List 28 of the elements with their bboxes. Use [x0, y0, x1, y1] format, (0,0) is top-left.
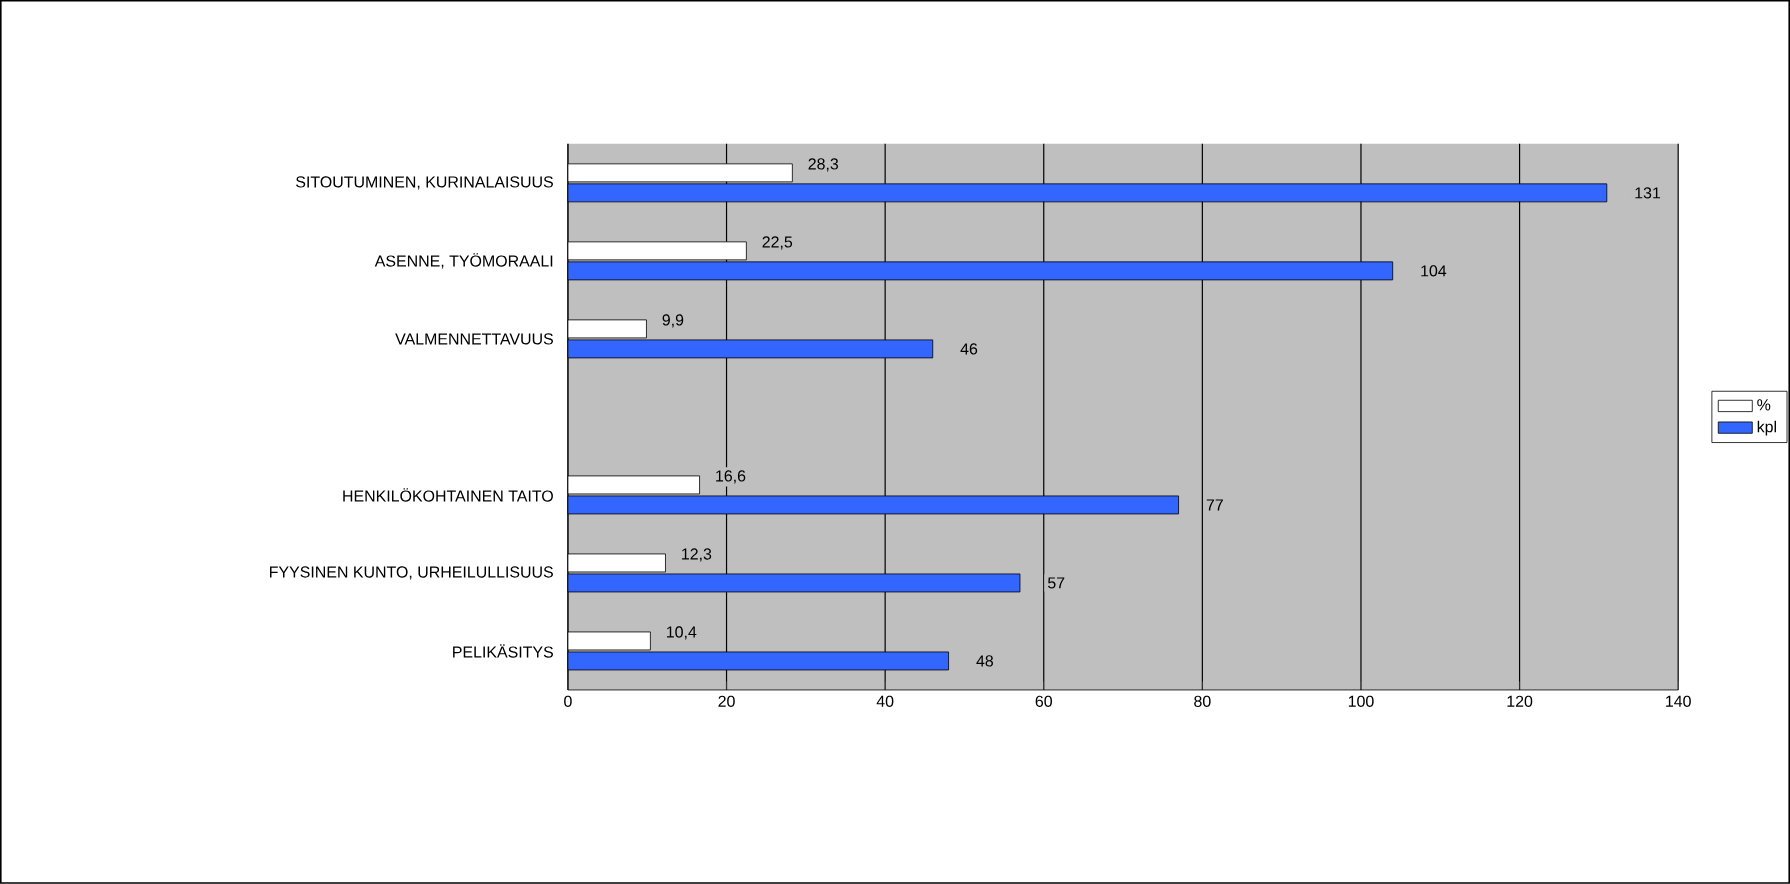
legend-label: %: [1757, 399, 1771, 411]
data-label: 48: [976, 655, 993, 667]
y-tick-label: FYYSINEN KUNTO, URHEILULLISUUS: [270, 566, 553, 580]
data-label: 28,3: [808, 158, 839, 172]
data-label: 12,3: [682, 548, 712, 562]
data-label: 104: [1421, 265, 1447, 277]
y-tick-label: ASENNE, TYÖMORAALI: [374, 253, 553, 269]
data-label: 9,9: [662, 314, 684, 328]
data-label: 22,5: [762, 236, 793, 250]
data-label: 16,6: [716, 470, 746, 484]
y-tick-label: SITOUTUMINEN, KURINALAISUUS: [296, 176, 553, 190]
data-label: 57: [1047, 577, 1065, 589]
y-tick-label: HENKILÖKOHTAINEN TAITO: [343, 488, 553, 502]
x-tick-label: 40: [876, 695, 894, 708]
legend-label: kpl: [1757, 420, 1776, 436]
x-tick-label: 60: [1035, 695, 1052, 708]
data-label: 77: [1206, 499, 1223, 511]
y-tick-label: PELIKÄSITYS: [453, 644, 553, 658]
y-tick-label: VALMENNETTAVUUS: [395, 333, 553, 345]
data-label: 10,4: [667, 626, 697, 640]
x-tick-label: 120: [1507, 695, 1533, 708]
x-tick-label: 140: [1666, 695, 1691, 708]
x-tick-label: 80: [1194, 695, 1211, 708]
x-tick-label: 0: [564, 695, 572, 708]
data-label: 46: [960, 343, 978, 355]
x-tick-label: 20: [718, 695, 735, 708]
x-tick-label: 100: [1348, 695, 1374, 708]
data-label: 131: [1635, 187, 1661, 199]
